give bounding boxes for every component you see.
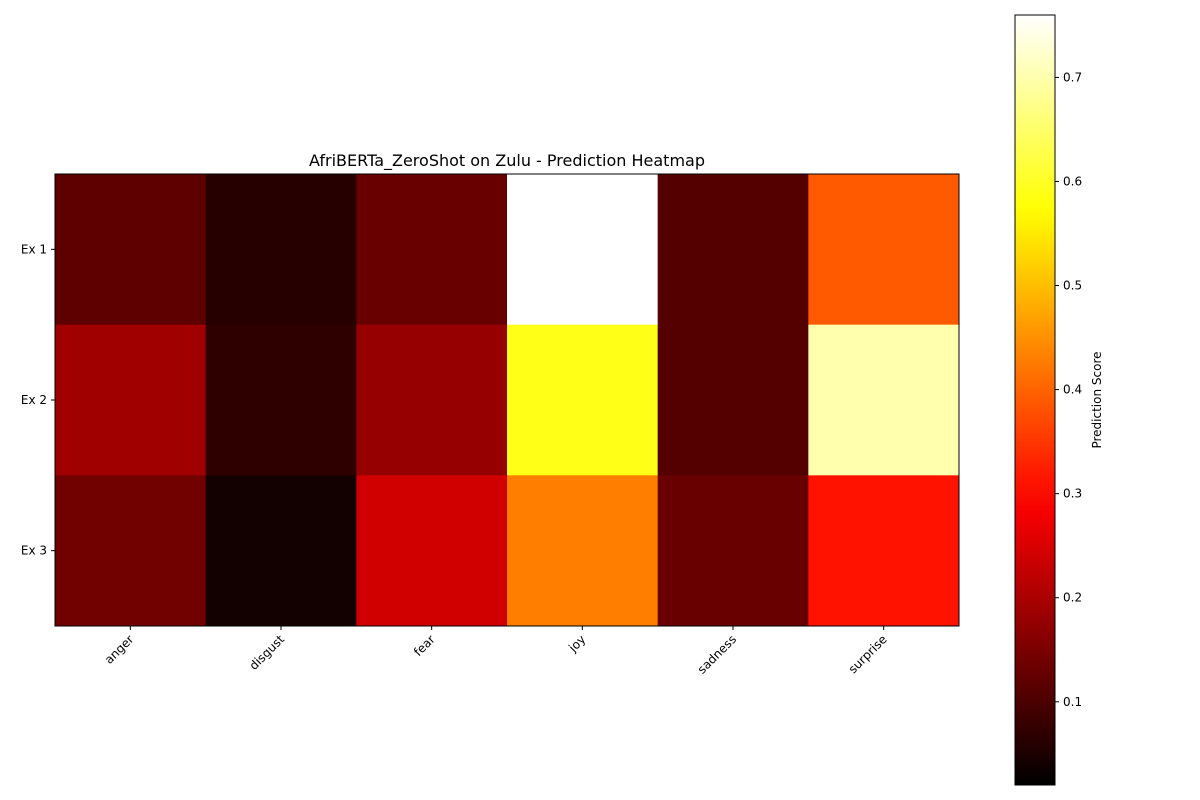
heatmap-cell [55,475,207,627]
heatmap-cell [507,475,659,627]
heatmap-cell [507,324,659,476]
y-axis: Ex 1 Ex 2 Ex 3 [21,242,55,558]
heatmap-cell [657,174,809,326]
colorbar-label: Prediction Score [1090,351,1104,448]
colorbar-tick-label: 0.7 [1063,70,1082,84]
colorbar-gradient [1014,14,1056,786]
heatmap-cell [356,475,508,627]
heatmap-cell [507,174,659,326]
heatmap-cell [657,475,809,627]
heatmap-cell [55,174,207,326]
heatmap-cell [205,174,357,326]
chart-title: AfriBERTa_ZeroShot on Zulu - Prediction … [309,151,705,171]
heatmap-cell [205,324,357,476]
y-tick-label: Ex 3 [21,544,47,558]
heatmap-cell [356,324,508,476]
x-tick-label: surprise [846,632,890,676]
heatmap-cell [808,324,960,476]
x-tick-label: joy [565,632,588,655]
heatmap-cell [657,324,809,476]
heatmap-cell [808,174,960,326]
colorbar-tick-label: 0.5 [1063,279,1082,293]
colorbar-tick-label: 0.2 [1063,591,1082,605]
colorbar-tick-label: 0.3 [1063,487,1082,501]
y-tick-label: Ex 1 [21,242,47,256]
x-tick-label: fear [411,632,438,659]
colorbar-tick-label: 0.6 [1063,174,1082,188]
heatmap-cell [356,174,508,326]
heatmap-cell [205,475,357,627]
y-tick-label: Ex 2 [21,393,47,407]
x-axis: anger disgust fear joy sadness surprise [102,626,890,677]
colorbar-tick-label: 0.1 [1063,695,1082,709]
colorbar: 0.1 0.2 0.3 0.4 0.5 0.6 0.7 Prediction Score [1014,14,1104,786]
x-tick-label: anger [102,632,137,667]
heatmap-cell [808,475,960,627]
heatmap-cell [55,324,207,476]
colorbar-tick-label: 0.4 [1063,383,1082,397]
x-tick-label: disgust [247,632,288,673]
heatmap-cells [55,174,960,627]
x-tick-label: sadness [695,632,739,676]
